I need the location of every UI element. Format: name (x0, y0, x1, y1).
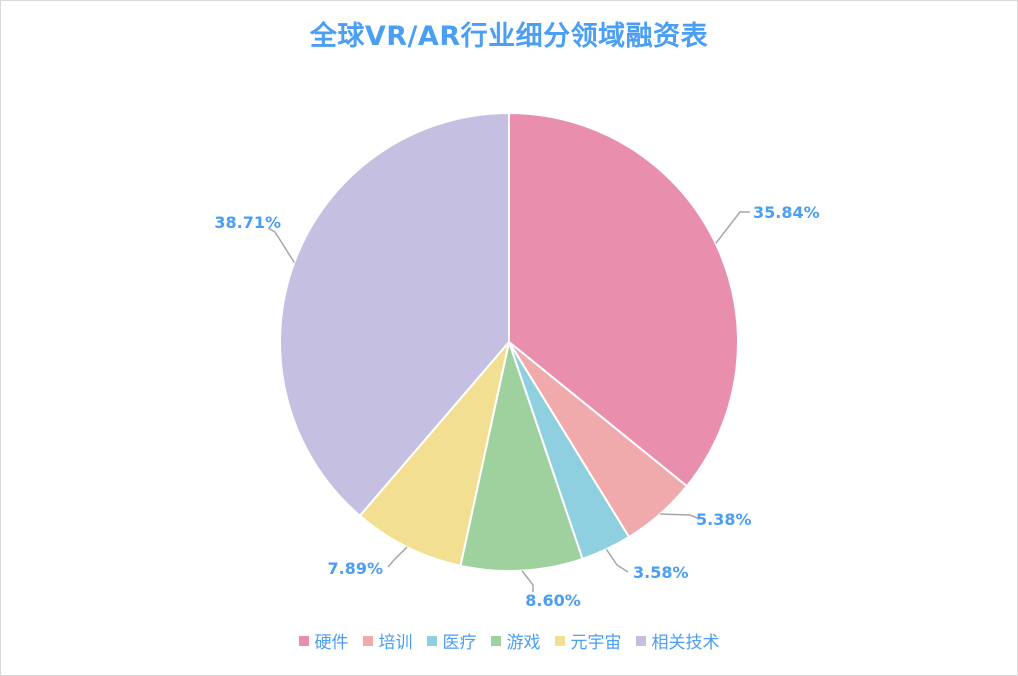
legend-label: 游戏 (506, 633, 541, 653)
leader-line-2 (660, 513, 701, 520)
legend-item-4: 游戏 (490, 628, 541, 653)
data-label-3: 3.58% (633, 563, 689, 582)
chart-title: 全球VR/AR行业细分领域融资表 (309, 21, 709, 52)
legend-item-1: 硬件 (298, 628, 349, 653)
leader-line-3 (605, 548, 629, 573)
legend-swatch (635, 635, 646, 646)
leader-line-1 (715, 211, 750, 244)
data-label-1: 35.84% (753, 203, 820, 222)
legend-label: 相关技术 (651, 633, 720, 653)
legend-swatch (426, 635, 437, 646)
legend-label: 元宇宙 (570, 633, 622, 653)
legend-swatch (362, 635, 373, 646)
leader-line-5 (387, 546, 408, 568)
pie-chart: 35.84% 5.38% 3.58% 8.60% 7.89% 38.71% (214, 111, 820, 610)
legend-swatch (554, 635, 565, 646)
legend-item-2: 培训 (362, 628, 413, 653)
legend: 硬件 培训 医疗 游戏 元宇宙 相关技术 (0, 628, 1018, 653)
pie-slice-4 (459, 338, 584, 572)
legend-item-5: 元宇宙 (554, 628, 622, 653)
legend-swatch (490, 635, 501, 646)
legend-swatch (298, 635, 309, 646)
pie-slice-1 (508, 111, 739, 488)
pie-slice-6 (279, 111, 510, 518)
legend-item-3: 医疗 (426, 628, 477, 653)
legend-item-6: 相关技术 (635, 628, 720, 653)
legend-label: 培训 (378, 633, 413, 653)
leader-line-4 (521, 570, 534, 592)
legend-label: 医疗 (442, 633, 477, 653)
data-label-6: 38.71% (214, 213, 281, 232)
data-label-2: 5.38% (696, 510, 752, 529)
data-label-4: 8.60% (525, 591, 581, 610)
data-label-5: 7.89% (327, 559, 383, 578)
legend-label: 硬件 (314, 633, 349, 653)
leader-line-6 (267, 227, 295, 263)
